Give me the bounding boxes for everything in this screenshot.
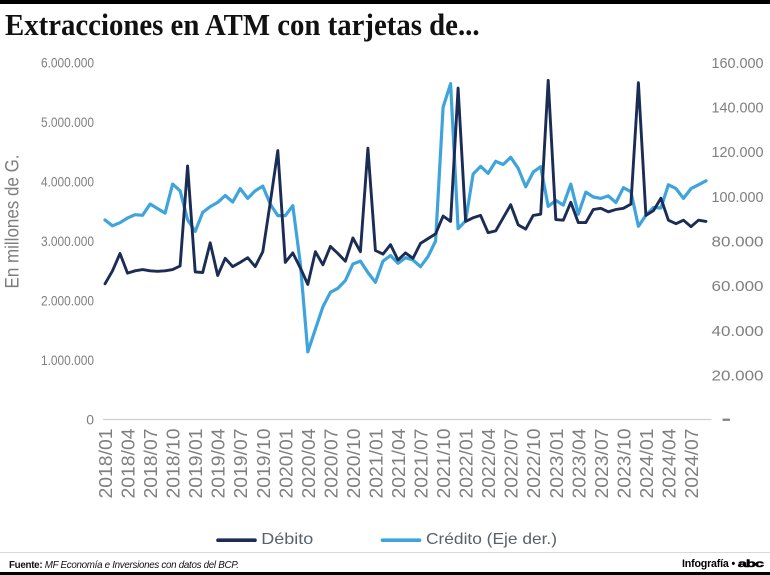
svg-text:2023/04: 2023/04 xyxy=(569,429,589,499)
svg-text:2019/07: 2019/07 xyxy=(231,429,251,499)
svg-text:2019/04: 2019/04 xyxy=(209,429,229,499)
svg-text:2022/01: 2022/01 xyxy=(457,429,477,499)
svg-text:2.000.000: 2.000.000 xyxy=(41,293,94,309)
svg-text:40.000: 40.000 xyxy=(712,323,764,340)
svg-text:2020/01: 2020/01 xyxy=(276,429,296,499)
svg-text:2021/07: 2021/07 xyxy=(412,429,432,499)
svg-text:2019/10: 2019/10 xyxy=(254,429,274,499)
svg-text:2022/07: 2022/07 xyxy=(502,429,522,499)
svg-text:2024/01: 2024/01 xyxy=(637,429,657,499)
svg-text:4.000.000: 4.000.000 xyxy=(41,174,94,190)
svg-text:5.000.000: 5.000.000 xyxy=(41,114,94,130)
svg-text:2018/01: 2018/01 xyxy=(96,429,116,499)
svg-text:2024/07: 2024/07 xyxy=(682,429,702,499)
svg-text:80.000: 80.000 xyxy=(712,234,764,251)
svg-text:2021/10: 2021/10 xyxy=(434,429,454,499)
svg-text:160.000: 160.000 xyxy=(712,55,764,72)
svg-text:2020/10: 2020/10 xyxy=(344,429,364,499)
svg-text:60.000: 60.000 xyxy=(712,278,764,295)
svg-text:120.000: 120.000 xyxy=(712,144,764,161)
svg-text:20.000: 20.000 xyxy=(712,367,764,384)
svg-text:2021/04: 2021/04 xyxy=(389,429,409,499)
svg-text:0: 0 xyxy=(86,412,94,428)
svg-text:2018/04: 2018/04 xyxy=(119,429,139,499)
svg-text:2022/10: 2022/10 xyxy=(524,429,544,499)
svg-text:1.000.000: 1.000.000 xyxy=(41,352,94,368)
svg-text:2020/04: 2020/04 xyxy=(299,429,319,499)
svg-text:2023/01: 2023/01 xyxy=(547,429,567,499)
svg-text:6.000.000: 6.000.000 xyxy=(41,55,94,71)
svg-text:Débito: Débito xyxy=(261,531,313,548)
svg-text:En millones de G.: En millones de G. xyxy=(3,155,24,289)
svg-text:2018/07: 2018/07 xyxy=(141,429,161,499)
svg-text:2023/10: 2023/10 xyxy=(614,429,634,499)
svg-text:2019/01: 2019/01 xyxy=(186,429,206,499)
svg-text:140.000: 140.000 xyxy=(712,100,764,117)
svg-text:2023/07: 2023/07 xyxy=(592,429,612,499)
svg-text:Crédito (Eje der.): Crédito (Eje der.) xyxy=(426,531,557,548)
svg-text:2021/01: 2021/01 xyxy=(366,429,386,499)
svg-text:100.000: 100.000 xyxy=(712,189,764,206)
svg-text:2020/07: 2020/07 xyxy=(321,429,341,499)
svg-text:2022/04: 2022/04 xyxy=(479,429,499,499)
svg-text:2018/10: 2018/10 xyxy=(164,429,184,499)
svg-text:3.000.000: 3.000.000 xyxy=(41,233,94,249)
svg-text:2024/04: 2024/04 xyxy=(659,429,679,499)
